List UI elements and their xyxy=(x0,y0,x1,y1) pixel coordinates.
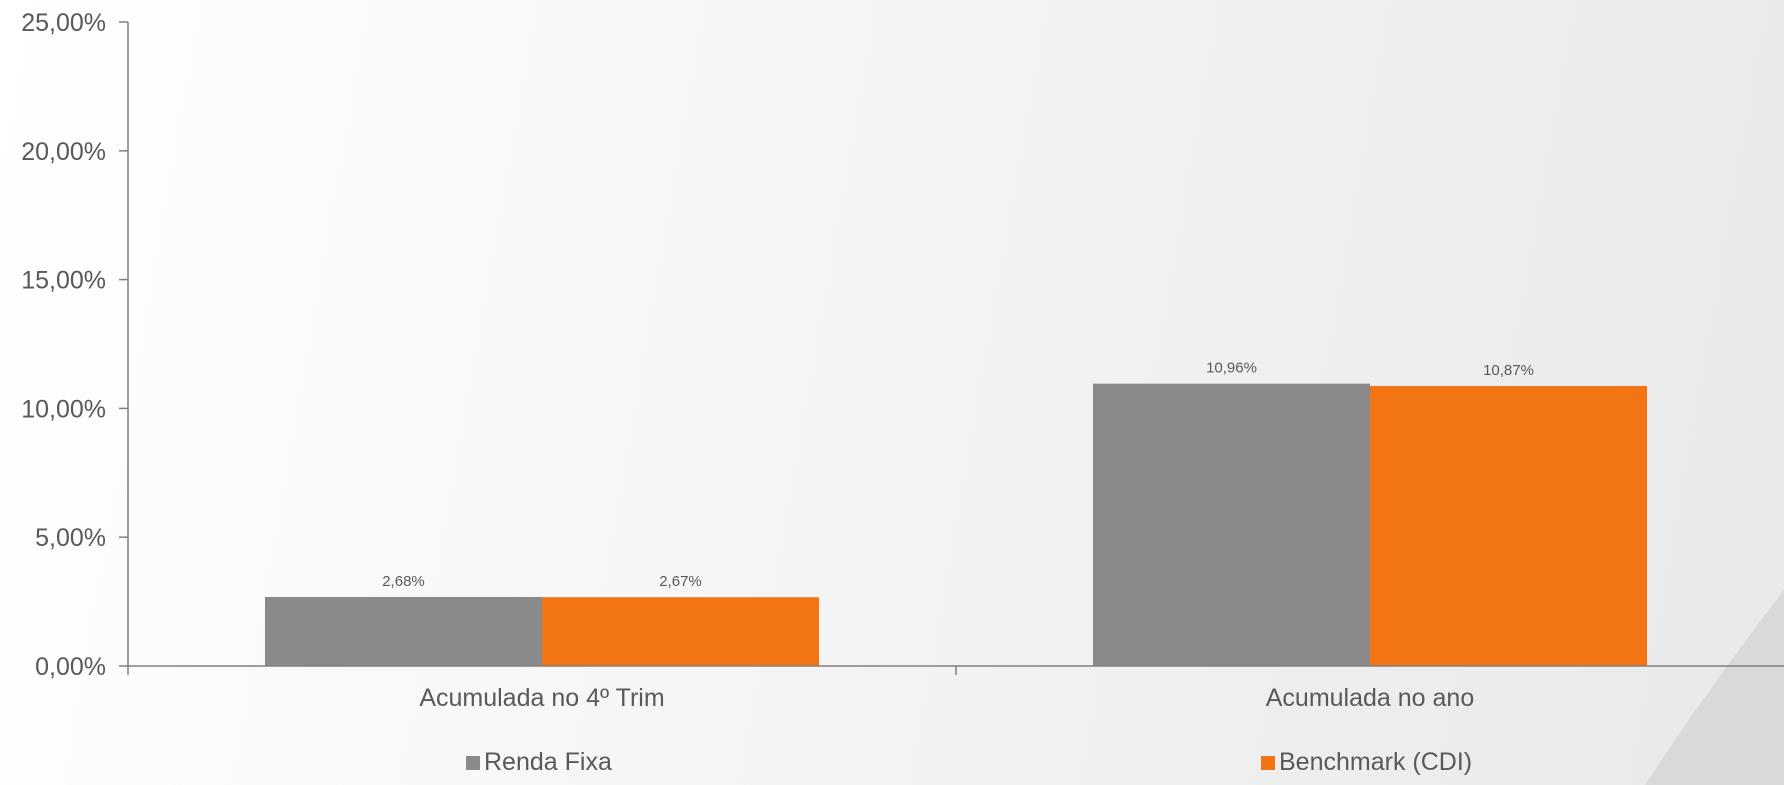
y-tick-label: 25,00% xyxy=(21,9,106,37)
y-tick-label: 20,00% xyxy=(21,138,106,166)
y-tick-label: 0,00% xyxy=(35,653,106,681)
legend-label: Benchmark (CDI) xyxy=(1279,748,1472,776)
y-tick-label: 10,00% xyxy=(21,395,106,423)
bar-benchmark-cdi xyxy=(542,597,819,666)
bar-renda-fixa xyxy=(1093,383,1370,666)
data-labels-group: 2,68% 2,67% 10,96% 10,87% xyxy=(382,360,1534,591)
bar-renda-fixa xyxy=(265,596,542,666)
category-labels-group: Acumulada no 4º Trim Acumulada no ano xyxy=(419,684,1474,712)
background-decoration xyxy=(1645,590,1784,785)
bars-group xyxy=(265,383,1647,666)
data-label: 2,67% xyxy=(659,573,702,590)
data-label: 2,68% xyxy=(382,573,425,590)
legend-label: Renda Fixa xyxy=(484,748,612,776)
corner-swoosh xyxy=(1645,590,1784,785)
category-label: Acumulada no ano xyxy=(1266,684,1474,712)
data-label: 10,87% xyxy=(1483,362,1534,379)
category-label: Acumulada no 4º Trim xyxy=(419,684,664,712)
axes-group xyxy=(127,22,1784,675)
legend: Renda Fixa Benchmark (CDI) xyxy=(466,748,1472,776)
legend-swatch xyxy=(466,756,480,770)
data-label: 10,96% xyxy=(1206,360,1257,377)
y-tick-label: 5,00% xyxy=(35,524,106,552)
bar-benchmark-cdi xyxy=(1370,385,1647,666)
y-tick-label: 15,00% xyxy=(21,267,106,295)
legend-swatch xyxy=(1261,756,1275,770)
y-ticks-group: 0,00% 5,00% 10,00% 15,00% 20,00% 25,00% xyxy=(21,9,128,681)
